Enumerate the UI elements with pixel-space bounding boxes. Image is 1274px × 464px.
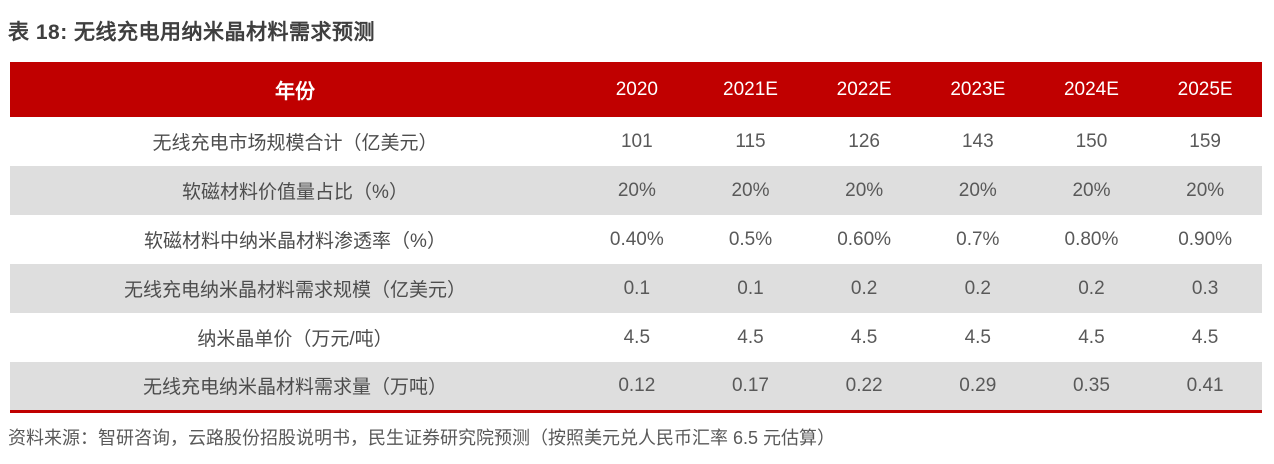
table-title: 表 18: 无线充电用纳米晶材料需求预测 [8, 21, 376, 44]
table-cell: 4.5 [850, 326, 878, 348]
table-cell: 0.29 [959, 374, 997, 396]
row-label: 纳米晶单价（万元/吨） [197, 329, 393, 350]
table-row: 无线充电市场规模合计（亿美元） 101 115 126 143 150 159 [10, 117, 1262, 166]
header-cell-2025e: 2025E [1177, 78, 1233, 100]
table-cell: 159 [1189, 130, 1221, 152]
table-cell: 0.2 [964, 277, 991, 299]
table-cell: 20% [1186, 179, 1225, 201]
row-label: 无线充电市场规模合计（亿美元） [152, 133, 438, 154]
header-cell-2020: 2020 [615, 78, 658, 100]
table-cell: 0.22 [845, 374, 883, 396]
table-cell: 126 [848, 130, 880, 152]
table-cell: 20% [617, 179, 656, 201]
table-cell: 0.40% [609, 228, 664, 250]
table-cell: 115 [735, 130, 766, 152]
table-cell: 0.80% [1064, 228, 1119, 250]
table-cell: 0.5% [728, 228, 773, 250]
table-cell: 4.5 [1078, 326, 1105, 348]
table-cell: 0.35 [1072, 374, 1110, 396]
forecast-table: 年份 2020 2021E 2022E 2023E 2024E 2025E 无线… [10, 62, 1262, 413]
header-cell-2023e: 2023E [950, 78, 1006, 100]
table-cell: 0.12 [618, 374, 656, 396]
header-cell-year: 年份 [275, 81, 315, 103]
table-cell: 20% [958, 179, 997, 201]
table-cell: 4.5 [964, 326, 991, 348]
row-label: 无线充电纳米晶材料需求量（万吨） [142, 377, 447, 399]
table-header-row: 年份 2020 2021E 2022E 2023E 2024E 2025E [10, 62, 1262, 117]
table-cell: 4.5 [623, 326, 651, 348]
table-cell: 20% [731, 179, 770, 201]
table-cell: 0.60% [837, 228, 892, 250]
table-row: 软磁材料价值量占比（%） 20% 20% 20% 20% 20% 20% [10, 166, 1262, 215]
row-label: 软磁材料中纳米晶材料渗透率（%） [144, 231, 446, 252]
table-cell: 20% [845, 179, 884, 201]
table-cell: 4.5 [1191, 326, 1219, 348]
table-cell: 4.5 [737, 326, 764, 348]
table-cell: 0.41 [1186, 374, 1224, 396]
table-row: 软磁材料中纳米晶材料渗透率（%） 0.40% 0.5% 0.60% 0.7% 0… [10, 215, 1262, 264]
header-cell-2022e: 2022E [836, 78, 892, 100]
table-cell: 0.17 [731, 374, 769, 396]
table-cell: 0.2 [850, 277, 878, 299]
table-row: 无线充电纳米晶材料需求规模（亿美元） 0.1 0.1 0.2 0.2 0.2 0… [10, 264, 1262, 313]
table-cell: 0.3 [1191, 277, 1219, 299]
table-cell: 101 [620, 130, 653, 152]
table-cell: 0.90% [1178, 228, 1233, 250]
row-label: 无线充电纳米晶材料需求规模（亿美元） [123, 280, 466, 301]
header-cell-2021e: 2021E [723, 78, 778, 100]
table-cell: 0.2 [1078, 277, 1105, 299]
table-row: 纳米晶单价（万元/吨） 4.5 4.5 4.5 4.5 4.5 4.5 [10, 313, 1262, 362]
table-cell: 0.1 [623, 277, 651, 299]
header-cell-2024e: 2024E [1063, 78, 1119, 100]
table-cell: 0.1 [737, 277, 764, 299]
table-cell: 0.7% [956, 228, 1000, 250]
row-label: 软磁材料价值量占比（%） [182, 182, 408, 203]
table-cell: 20% [1072, 179, 1111, 201]
table-cell: 150 [1075, 130, 1108, 152]
table-cell: 143 [961, 130, 994, 152]
table-row: 无线充电纳米晶材料需求量（万吨） 0.12 0.17 0.22 0.29 0.3… [10, 362, 1262, 411]
source-note: 资料来源：智研咨询，云路股份招股说明书，民生证券研究院预测（按照美元兑人民币汇率… [8, 428, 836, 448]
